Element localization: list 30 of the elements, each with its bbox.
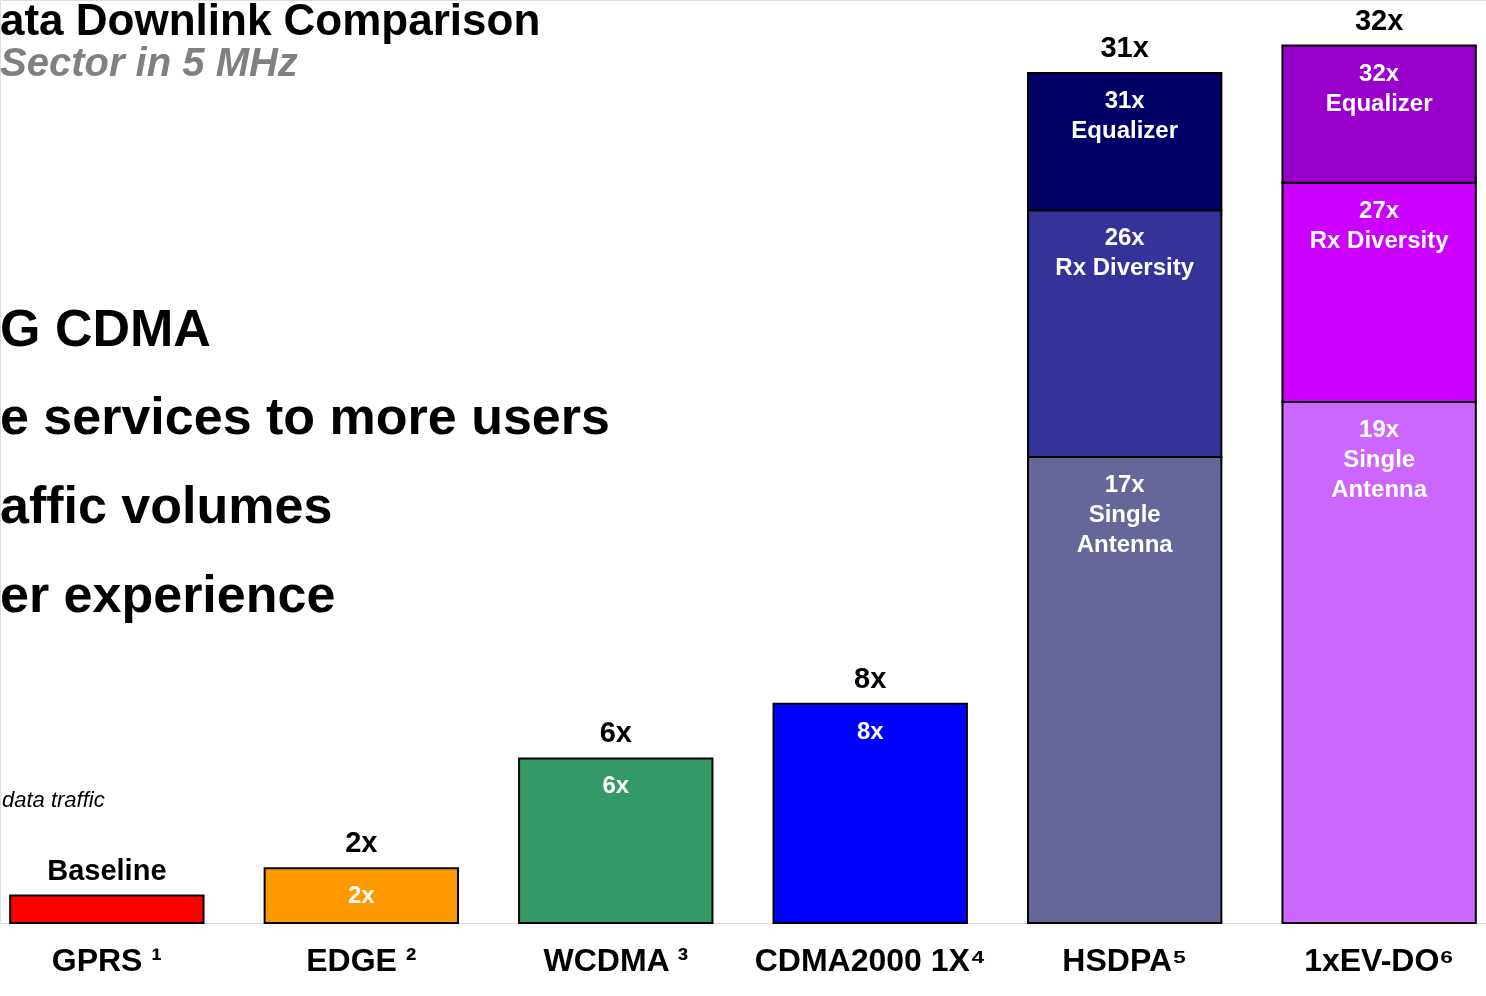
total-label: 8x <box>854 661 887 694</box>
x-tick-label: WCDMA ³ <box>543 941 689 978</box>
bar <box>263 867 460 924</box>
bar <box>9 894 205 924</box>
annotation: 27x Rx Diversity <box>1309 195 1450 253</box>
annotation: data traffic <box>2 787 105 812</box>
annotation: 26x Rx Diversity <box>1055 223 1195 281</box>
x-tick-label: 1xEV-DO⁶ <box>1304 941 1455 978</box>
x-tick-label: EDGE ² <box>306 941 417 978</box>
annotation: G CDMA <box>0 299 211 357</box>
data-label: 8x <box>856 716 885 744</box>
x-tick-label: HSDPA⁵ <box>1062 941 1188 978</box>
data-label: 19x Single Antenna <box>1331 415 1428 503</box>
data-label: 6x <box>602 771 630 799</box>
x-tick-label: GPRS ¹ <box>51 941 162 978</box>
total-label: 2x <box>345 826 378 859</box>
x-tick-label: CDMA2000 1X⁴ <box>754 941 986 978</box>
bar <box>772 702 968 924</box>
total-label: 31x <box>1100 31 1149 64</box>
annotation: e services to more users <box>0 387 610 445</box>
data-label: 17x Single Antenna <box>1076 469 1174 557</box>
data-label: 2x <box>347 881 376 909</box>
bar <box>518 757 714 924</box>
annotation: 32x Equalizer <box>1325 58 1433 116</box>
annotation: 31x Equalizer <box>1071 86 1179 144</box>
annotation: er experience <box>0 565 336 623</box>
total-label: 6x <box>599 716 632 749</box>
total-label: 32x <box>1354 3 1404 36</box>
annotation: affic volumes <box>0 476 333 534</box>
total-label: Baseline <box>47 853 167 886</box>
